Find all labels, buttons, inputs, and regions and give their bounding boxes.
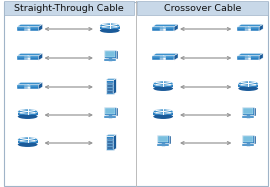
FancyBboxPatch shape	[105, 51, 115, 56]
FancyBboxPatch shape	[238, 27, 259, 29]
Polygon shape	[17, 56, 39, 60]
Polygon shape	[17, 24, 42, 27]
FancyBboxPatch shape	[106, 50, 118, 59]
Ellipse shape	[153, 109, 173, 114]
FancyBboxPatch shape	[242, 144, 254, 145]
FancyBboxPatch shape	[137, 1, 268, 15]
FancyBboxPatch shape	[158, 136, 168, 142]
FancyBboxPatch shape	[243, 108, 253, 114]
Ellipse shape	[18, 137, 38, 142]
FancyBboxPatch shape	[4, 1, 134, 15]
FancyBboxPatch shape	[17, 56, 38, 58]
Polygon shape	[259, 24, 263, 31]
FancyBboxPatch shape	[153, 27, 174, 29]
FancyBboxPatch shape	[242, 116, 254, 117]
Ellipse shape	[18, 142, 38, 147]
FancyBboxPatch shape	[17, 85, 38, 87]
Polygon shape	[174, 53, 178, 60]
FancyBboxPatch shape	[104, 59, 116, 61]
Polygon shape	[259, 53, 263, 60]
Ellipse shape	[153, 114, 173, 119]
Polygon shape	[106, 79, 116, 80]
FancyBboxPatch shape	[104, 50, 116, 57]
Ellipse shape	[153, 86, 173, 91]
Polygon shape	[39, 53, 42, 60]
Polygon shape	[152, 56, 174, 60]
Ellipse shape	[153, 81, 173, 86]
FancyBboxPatch shape	[104, 116, 116, 117]
FancyBboxPatch shape	[243, 136, 253, 142]
FancyBboxPatch shape	[157, 144, 169, 145]
Polygon shape	[237, 27, 259, 31]
FancyBboxPatch shape	[242, 134, 254, 142]
Polygon shape	[152, 24, 178, 27]
FancyBboxPatch shape	[242, 107, 254, 114]
Polygon shape	[237, 24, 263, 27]
Polygon shape	[153, 84, 173, 87]
Polygon shape	[106, 134, 116, 136]
Text: Crossover Cable: Crossover Cable	[164, 4, 241, 13]
FancyBboxPatch shape	[106, 136, 114, 150]
Ellipse shape	[18, 114, 38, 119]
FancyBboxPatch shape	[107, 88, 113, 90]
Polygon shape	[114, 134, 116, 150]
FancyBboxPatch shape	[244, 108, 256, 116]
FancyBboxPatch shape	[107, 144, 113, 146]
Polygon shape	[17, 27, 39, 31]
Ellipse shape	[238, 81, 258, 86]
Polygon shape	[152, 27, 174, 31]
FancyBboxPatch shape	[157, 134, 169, 142]
Polygon shape	[17, 85, 39, 89]
FancyBboxPatch shape	[159, 136, 171, 143]
Polygon shape	[237, 56, 259, 60]
FancyBboxPatch shape	[107, 82, 113, 84]
Polygon shape	[17, 53, 42, 56]
Ellipse shape	[18, 109, 38, 114]
Polygon shape	[39, 24, 42, 31]
Text: Straight-Through Cable: Straight-Through Cable	[14, 4, 124, 13]
FancyBboxPatch shape	[153, 56, 174, 58]
FancyBboxPatch shape	[107, 141, 113, 143]
Polygon shape	[100, 25, 120, 29]
Polygon shape	[152, 53, 178, 56]
Ellipse shape	[100, 23, 120, 28]
Ellipse shape	[100, 28, 120, 33]
FancyBboxPatch shape	[106, 80, 114, 94]
Polygon shape	[237, 53, 263, 56]
Polygon shape	[18, 140, 38, 143]
FancyBboxPatch shape	[17, 27, 38, 29]
Polygon shape	[238, 84, 258, 87]
Polygon shape	[114, 79, 116, 94]
FancyBboxPatch shape	[107, 91, 113, 93]
FancyBboxPatch shape	[107, 85, 113, 87]
Polygon shape	[17, 82, 42, 85]
FancyBboxPatch shape	[107, 139, 113, 140]
FancyBboxPatch shape	[238, 56, 259, 58]
FancyBboxPatch shape	[107, 147, 113, 148]
Polygon shape	[18, 111, 38, 115]
FancyBboxPatch shape	[244, 136, 256, 143]
Polygon shape	[39, 82, 42, 89]
FancyBboxPatch shape	[106, 108, 118, 116]
Polygon shape	[153, 111, 173, 115]
Ellipse shape	[238, 86, 258, 91]
Polygon shape	[174, 24, 178, 31]
FancyBboxPatch shape	[104, 107, 116, 114]
FancyBboxPatch shape	[105, 108, 115, 114]
